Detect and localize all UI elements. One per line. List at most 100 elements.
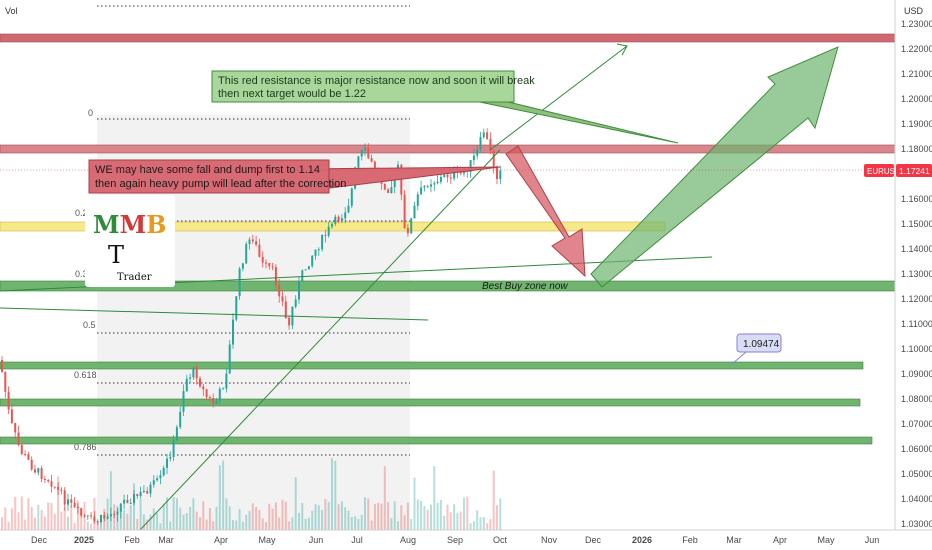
volume-bar [139, 498, 142, 530]
volume-bar [179, 507, 182, 530]
volume-bar [439, 499, 442, 530]
volume-bar [344, 507, 347, 530]
candle-body [294, 299, 297, 307]
volume-bar [1, 517, 3, 530]
volume-bar [331, 458, 333, 530]
volume-bar [149, 514, 152, 530]
volume-bar [360, 514, 363, 530]
volume-bar [159, 523, 162, 530]
volume-bar [377, 502, 380, 530]
time-scale[interactable]: Dec 2025 Feb Mar Apr May Jun Jul Aug Sep Oct Nov Dec… [0, 529, 932, 550]
time-tick-label: May [258, 535, 276, 545]
volume-bar [383, 466, 386, 530]
candle-body [350, 188, 353, 206]
up-arrow[interactable] [590, 46, 839, 288]
volume-bar [387, 502, 390, 530]
down-arrow[interactable] [505, 145, 586, 278]
rising-trendline[interactable] [139, 149, 501, 531]
resistance-note-callout[interactable]: This red resistance is major resistance … [211, 70, 679, 144]
volume-bar [142, 514, 145, 530]
volume-bar [261, 518, 264, 530]
candle-body [245, 243, 248, 264]
volume-bar [334, 460, 337, 530]
logo-caption: Trader [117, 272, 152, 283]
time-tick-label: Jun [309, 535, 324, 545]
candle-body [139, 491, 142, 497]
candle-body [218, 388, 221, 402]
candle-body [34, 469, 36, 473]
candle-body [327, 226, 330, 236]
volume-bar [499, 498, 502, 530]
candle-body [469, 160, 472, 172]
volume-bar [317, 505, 320, 530]
time-tick-label: Apr [773, 535, 787, 545]
last-price-badge [896, 164, 932, 177]
volume-bar [14, 496, 17, 530]
volume-bar [43, 516, 46, 530]
volume-bar [37, 504, 40, 530]
price-label-text: 1.09474 [743, 339, 780, 350]
major-resistance-zone-top[interactable] [0, 33, 896, 43]
time-tick-label: Dec [31, 535, 48, 545]
fib-label-05: 0.5 [83, 320, 96, 330]
price-label-pointer [731, 351, 747, 365]
candle-body [232, 319, 234, 345]
support-zone-1[interactable] [0, 361, 864, 370]
volume-bar [479, 517, 482, 530]
candle-body [225, 373, 228, 389]
volume-bar [463, 497, 465, 530]
logo-t-glyph: T [108, 241, 124, 269]
price-tick-label: 1.14000 [901, 244, 932, 254]
volume-bar [367, 498, 370, 530]
candle-body [166, 458, 168, 468]
candle-body [189, 377, 192, 379]
time-tick-label: Nov [541, 535, 558, 545]
logo-card [85, 195, 175, 287]
candle-body [420, 187, 423, 195]
candle-body [317, 249, 320, 251]
resistance-note-line2: then next target would be 1.22 [218, 88, 366, 100]
price-tick-label: 1.08000 [901, 394, 932, 404]
candle-body [126, 499, 129, 503]
support-zone-2[interactable] [0, 398, 861, 407]
volume-bar [169, 521, 172, 530]
volume-bar [327, 501, 330, 530]
volume-bar [57, 476, 60, 530]
candle-body [20, 444, 23, 455]
candle-body [334, 216, 337, 224]
candle-body [383, 183, 386, 190]
volume-bar [30, 507, 33, 530]
support-zone-3[interactable] [0, 436, 873, 445]
price-tick-label: 1.07000 [901, 419, 932, 429]
candle-body [70, 499, 73, 503]
volume-bar [152, 508, 155, 530]
candle-body [192, 367, 195, 378]
candle-body [123, 499, 126, 504]
projection-arrowhead [616, 43, 628, 56]
volume-bar [436, 502, 439, 530]
candle-body [486, 132, 489, 139]
volume-bar [453, 504, 456, 530]
candle-body [439, 177, 442, 182]
price-label-callout[interactable]: 1.09474 [731, 333, 782, 365]
volume-bar [291, 517, 294, 530]
volume-bar [205, 519, 208, 530]
candle-body [109, 514, 112, 517]
candle-body [116, 511, 119, 515]
volume-bar [466, 496, 469, 530]
volume-bar [364, 497, 366, 530]
volume-bar [413, 477, 416, 530]
volume-bar [476, 510, 479, 530]
volume-bar [380, 503, 383, 530]
volume-bar [459, 511, 462, 530]
candle-body [136, 494, 139, 496]
candle-body [113, 514, 116, 516]
candle-body [370, 158, 373, 162]
candle-body [129, 503, 132, 504]
time-tick-label: Aug [400, 535, 416, 545]
lower-trendline[interactable] [0, 307, 429, 321]
projection-line[interactable] [489, 45, 628, 151]
volume-bar [50, 503, 53, 530]
